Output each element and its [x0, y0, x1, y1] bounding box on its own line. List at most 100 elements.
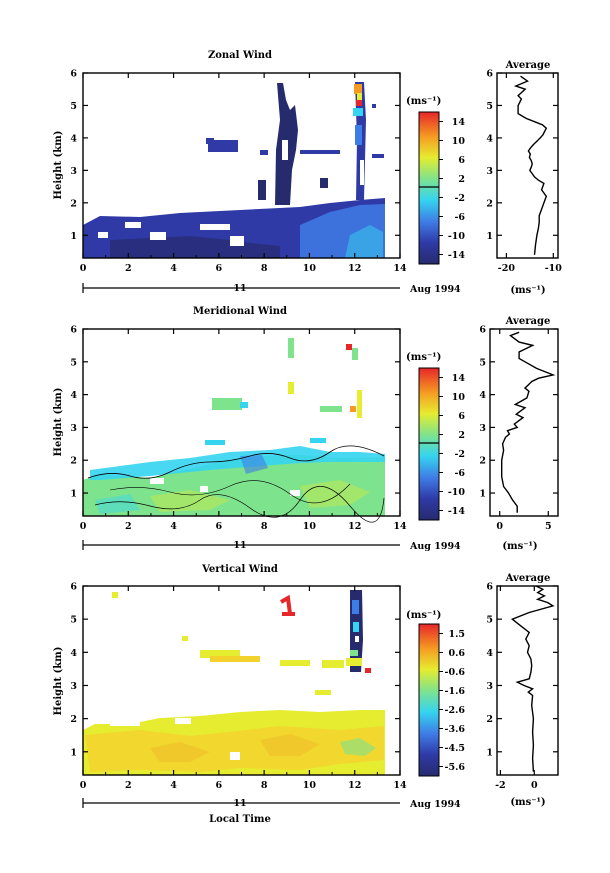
- meridional-average-y-tick-label: 4: [479, 390, 486, 401]
- zonal-x-tick-label: 6: [216, 263, 223, 274]
- meridional-colorbar-tick-label: 2: [458, 430, 465, 441]
- zonal-average-y-tick-label: 5: [486, 101, 493, 112]
- vertical-y-tick-label: 1: [70, 747, 77, 758]
- zonal-date-label: Aug 1994: [409, 284, 461, 295]
- meridional-colorbar-tick-label: 6: [458, 411, 465, 422]
- meridional-colorbar-tick-label: -2: [454, 449, 465, 460]
- vertical-average-title: Average: [505, 573, 551, 584]
- zonal-colorbar-unit: (ms⁻¹): [406, 96, 441, 107]
- zonal-y-tick-label: 4: [70, 133, 77, 144]
- vertical-colorbar-tick-label: -2.6: [445, 705, 466, 716]
- meridional-date-axis: 11 Aug 1994: [82, 540, 461, 552]
- meridional-average-y-tick-label: 6: [479, 325, 486, 336]
- meridional-x-tick-label: 14: [393, 521, 407, 532]
- vertical-y-tick-label: 4: [70, 648, 77, 659]
- zonal-average-line: [513, 75, 548, 255]
- zonal-colorbar-tick-label: 6: [458, 155, 465, 166]
- meridional-colorbar-tick-label: -14: [448, 506, 466, 517]
- vertical-wind-panel: Vertical Wind: [53, 564, 559, 825]
- meridional-average-y-tick-label: 1: [479, 489, 486, 500]
- zonal-x-tick-label: 8: [261, 263, 268, 274]
- vertical-colorbar: (ms⁻¹) 1.5 0.6 -0.6 -1.6 -2.6 -3.6 -4.5 -5.6: [406, 610, 466, 777]
- zonal-date-axis: 11 Aug 1994: [82, 283, 461, 295]
- vertical-y-axis-label: Height (km): [53, 647, 64, 716]
- vertical-x-tick-label: 0: [80, 780, 87, 791]
- vertical-average-y-tick-label: 5: [486, 615, 493, 626]
- meridional-colorbar-tick-label: -10: [448, 487, 466, 498]
- zonal-wind-title: Zonal Wind: [208, 50, 272, 61]
- vertical-x-tick-label: 14: [393, 780, 407, 791]
- zonal-average-y-tick-label: 6: [486, 69, 493, 80]
- vertical-average-unit: (ms⁻¹): [510, 797, 545, 808]
- meridional-colorbar: (ms⁻¹) 14 10 6 2 -2 -6 -10 -14: [406, 352, 466, 521]
- zonal-average-x-tick-label: -20: [498, 263, 516, 274]
- meridional-date-day: 11: [233, 540, 246, 551]
- meridional-date-label: Aug 1994: [409, 541, 461, 552]
- meridional-colorbar-tick-label: 10: [452, 392, 466, 403]
- meridional-colorbar-unit: (ms⁻¹): [406, 352, 441, 363]
- meridional-average-y-tick-label: 2: [479, 456, 486, 467]
- vertical-y-tick-label: 6: [70, 582, 77, 593]
- meridional-average-y-tick-label: 5: [479, 357, 486, 368]
- zonal-wind-panel: Zonal Wind: [53, 50, 562, 296]
- zonal-x-tick-label: 2: [125, 263, 132, 274]
- zonal-colorbar-tick-label: -10: [448, 231, 466, 242]
- zonal-average-x-tick-label: -10: [545, 263, 563, 274]
- meridional-x-tick-label: 6: [216, 521, 223, 532]
- zonal-colorbar-tick-label: -6: [454, 212, 465, 223]
- vertical-average-y-tick-label: 1: [486, 747, 493, 758]
- vertical-colorbar-tick-label: 0.6: [448, 648, 465, 659]
- meridional-wind-title: Meridional Wind: [193, 306, 287, 317]
- vertical-y-tick-label: 5: [70, 615, 77, 626]
- zonal-average-y-tick-label: 3: [486, 166, 493, 177]
- vertical-average-line: [510, 585, 555, 772]
- zonal-colorbar-tick-label: 2: [458, 174, 465, 185]
- vertical-colorbar-tick-label: -0.6: [445, 667, 466, 678]
- meridional-average-x-tick-label: 5: [545, 521, 552, 532]
- meridional-x-tick-label: 12: [348, 521, 361, 532]
- meridional-y-tick-label: 2: [70, 456, 77, 467]
- zonal-colorbar-tick-label: 14: [452, 117, 466, 128]
- meridional-wind-panel: Meridional Wind: [53, 306, 559, 552]
- x-axis-label: Local Time: [209, 814, 271, 825]
- meridional-average-profile: Average 0 5 1 2 3 4 5 6 (ms⁻¹): [479, 316, 559, 552]
- meridional-y-tick-label: 3: [70, 423, 77, 434]
- vertical-y-tick-label: 3: [70, 681, 77, 692]
- meridional-x-tick-label: 0: [80, 521, 87, 532]
- meridional-average-y-tick-label: 3: [479, 423, 486, 434]
- zonal-y-tick-label: 3: [70, 166, 77, 177]
- vertical-x-tick-label: 4: [170, 780, 177, 791]
- meridional-x-tick-label: 10: [303, 521, 317, 532]
- vertical-colorbar-tick-label: -4.5: [445, 743, 465, 754]
- zonal-date-day: 11: [233, 283, 246, 294]
- meridional-y-axis-label: Height (km): [53, 388, 64, 457]
- meridional-colorbar-tick-label: 14: [452, 373, 466, 384]
- meridional-x-tick-label: 2: [125, 521, 132, 532]
- zonal-average-unit: (ms⁻¹): [510, 285, 545, 296]
- vertical-x-tick-label: 6: [216, 780, 223, 791]
- vertical-average-y-tick-label: 4: [486, 648, 493, 659]
- vertical-colorbar-tick-label: -3.6: [445, 724, 466, 735]
- vertical-average-y-tick-label: 2: [486, 714, 493, 725]
- zonal-colorbar-tick-label: 10: [452, 136, 466, 147]
- meridional-average-line: [501, 331, 556, 513]
- zonal-average-y-tick-label: 4: [486, 133, 493, 144]
- vertical-x-tick-label: 2: [125, 780, 132, 791]
- zonal-x-tick-label: 0: [80, 263, 87, 274]
- zonal-average-title: Average: [505, 60, 551, 71]
- zonal-y-tick-label: 5: [70, 101, 77, 112]
- vertical-average-x-tick-label: 0: [531, 780, 538, 791]
- vertical-wind-field: [83, 590, 385, 775]
- zonal-colorbar: (ms⁻¹) 14 10 6 2 -2 -6 -10 -14: [406, 96, 466, 265]
- meridional-average-x-tick-label: 0: [496, 521, 503, 532]
- meridional-y-tick-label: 5: [70, 357, 77, 368]
- vertical-date-axis: 11 Aug 1994: [82, 798, 461, 810]
- vertical-date-day: 11: [233, 798, 246, 809]
- zonal-average-y-tick-label: 2: [486, 198, 493, 209]
- zonal-x-tick-label: 14: [393, 263, 407, 274]
- vertical-x-tick-label: 8: [261, 780, 268, 791]
